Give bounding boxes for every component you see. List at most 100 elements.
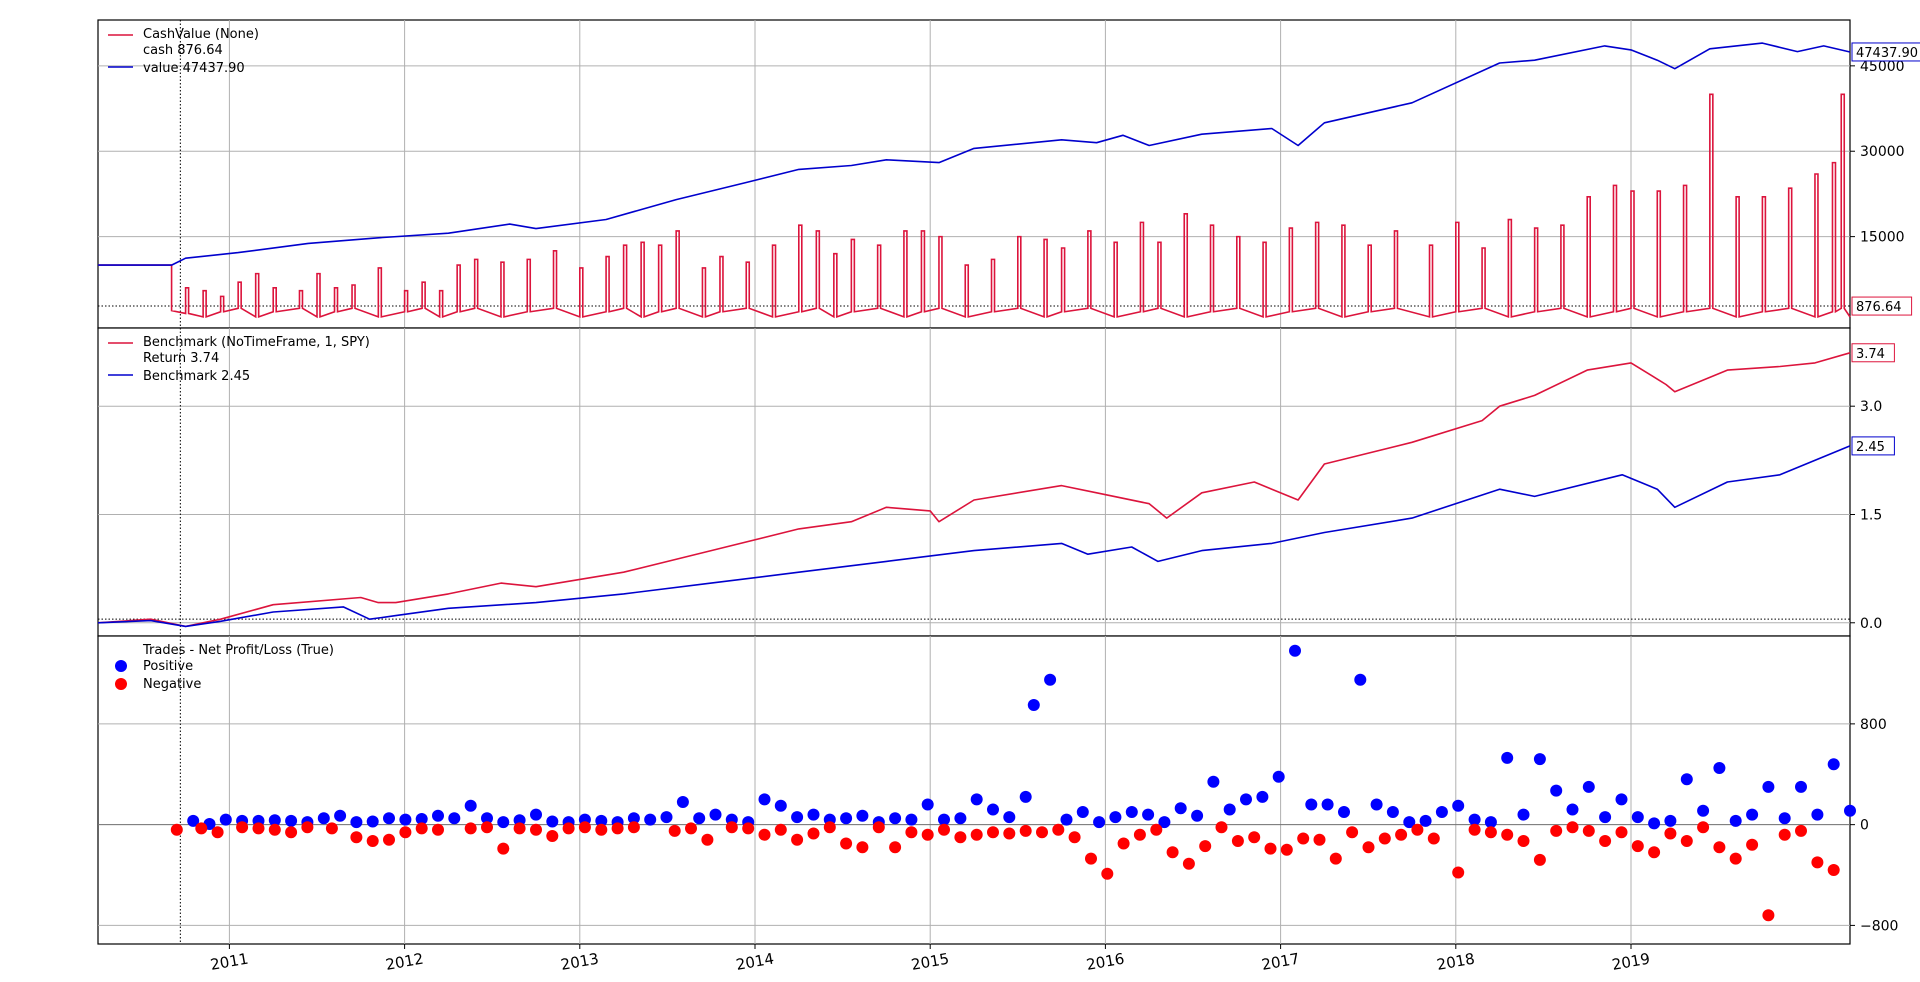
positive-trade-point <box>1435 806 1448 818</box>
negative-trade-point <box>366 835 379 847</box>
negative-trade-point <box>685 822 697 835</box>
positive-trade-point <box>448 812 461 825</box>
negative-trade-point <box>668 824 681 837</box>
negative-trade-point <box>1664 827 1677 840</box>
legend-entry: Return 3.74 <box>143 351 219 366</box>
positive-trade-point <box>1158 816 1171 829</box>
benchmark-panel: 3.0 1.5 0.0 3.74 2.45 Benchmark (NoTimeFrame,… <box>97 327 1895 637</box>
negative-trade-point <box>823 821 836 834</box>
negative-trade-point <box>195 822 208 835</box>
negative-trade-point <box>1631 840 1644 853</box>
negative-trade-point <box>701 833 714 846</box>
negative-trade-point <box>1778 828 1791 841</box>
y-tick-label: 30000 <box>1860 144 1905 160</box>
negative-trade-point <box>1003 827 1016 840</box>
positive-trade-point <box>627 812 640 825</box>
negative-trade-point <box>1484 826 1497 839</box>
negative-trade-point <box>350 831 363 844</box>
positive-trade-point <box>1778 812 1791 825</box>
negative-trade-point <box>1615 826 1628 839</box>
positive-trade-point <box>1729 814 1742 827</box>
positive-trade-point <box>1060 813 1073 826</box>
last-value-label: 3.74 <box>1856 347 1885 362</box>
legend: CashValue (None)cash 876.64 value 47437.9… <box>108 27 259 76</box>
return-series-line <box>97 352 1851 628</box>
positive-trade-point <box>1452 799 1465 812</box>
y-tick-label: 1.5 <box>1860 507 1882 523</box>
negative-trade-point <box>1101 867 1114 880</box>
positive-trade-point <box>530 808 542 821</box>
negative-trade-point <box>1729 852 1742 865</box>
positive-trade-point <box>1468 813 1481 826</box>
negative-trade-point <box>211 826 224 839</box>
negative-trade-point <box>399 826 412 839</box>
last-value-label: 47437.90 <box>1856 46 1918 61</box>
negative-trade-point <box>1811 856 1824 869</box>
cash-series-line <box>98 93 1851 319</box>
positive-trade-point <box>1125 806 1138 818</box>
legend-marker <box>115 660 127 672</box>
y-tick-label: −800 <box>1860 918 1898 934</box>
negative-trade-point <box>1648 846 1661 859</box>
negative-trade-point <box>1297 832 1310 845</box>
negative-trade-point <box>1713 841 1726 854</box>
last-value-box <box>1851 343 1895 363</box>
negative-trade-point <box>987 826 999 839</box>
last-value-label: 876.64 <box>1856 300 1902 315</box>
last-value-box <box>1851 296 1913 316</box>
negative-trade-point <box>1231 835 1244 847</box>
negative-trade-point <box>889 841 902 854</box>
negative-trade-point <box>1697 821 1710 834</box>
negative-trade-point <box>1362 841 1375 854</box>
negative-trade-point <box>252 822 265 835</box>
negative-trade-point <box>872 821 885 834</box>
negative-trade-point <box>791 833 804 846</box>
positive-trade-point <box>970 793 983 806</box>
positive-trade-point <box>1566 803 1579 816</box>
positive-trade-point <box>1240 793 1252 806</box>
negative-trade-point <box>562 822 575 835</box>
negative-trade-point <box>1182 857 1195 870</box>
negative-trade-point <box>1036 826 1048 839</box>
positive-trade-point <box>758 793 771 806</box>
positive-trade-point <box>1582 780 1595 793</box>
positive-trade-point <box>1093 816 1106 829</box>
positive-trade-point <box>1795 780 1807 793</box>
negative-trade-point <box>807 827 820 840</box>
negative-trade-point <box>1199 840 1212 853</box>
negative-trade-point <box>1468 823 1481 836</box>
positive-trade-point <box>1533 753 1546 766</box>
positive-trade-point <box>1680 773 1693 786</box>
negative-trade-point <box>1019 824 1032 837</box>
positive-trade-point <box>1746 808 1759 821</box>
negative-trade-point <box>1248 831 1261 844</box>
negative-trade-point <box>236 821 249 834</box>
positive-trade-point <box>921 798 934 811</box>
y-tick-label: 45000 <box>1860 59 1905 75</box>
legend: Trades - Net Profit/Loss (True)Positive N… <box>115 643 334 692</box>
legend-entry: value 47437.90 <box>143 61 245 76</box>
positive-trade-point <box>1256 790 1269 803</box>
positive-trade-point <box>1289 644 1301 657</box>
positive-trade-point <box>1484 816 1497 829</box>
negative-trade-point <box>840 837 853 850</box>
last-value-box <box>1851 436 1895 456</box>
panel-frame <box>97 19 1851 329</box>
positive-trade-point <box>1517 808 1530 821</box>
negative-trade-point <box>1795 824 1807 837</box>
positive-trade-point <box>1631 811 1644 824</box>
positive-trade-point <box>513 814 526 827</box>
legend-entry: cash 876.64 <box>143 43 223 58</box>
x-tick-label: 2016 <box>1085 950 1126 974</box>
positive-trade-point <box>1419 814 1432 827</box>
positive-trade-point <box>644 813 657 826</box>
negative-trade-point <box>1264 842 1277 855</box>
positive-trade-point <box>334 809 347 822</box>
positive-trade-point <box>546 815 559 828</box>
negative-trade-point <box>742 822 755 835</box>
positive-trade-point <box>285 814 298 827</box>
positive-trade-point <box>464 799 477 812</box>
negative-trade-point <box>905 826 918 839</box>
negative-trade-point <box>627 821 640 834</box>
negative-trade-point <box>1215 821 1228 834</box>
